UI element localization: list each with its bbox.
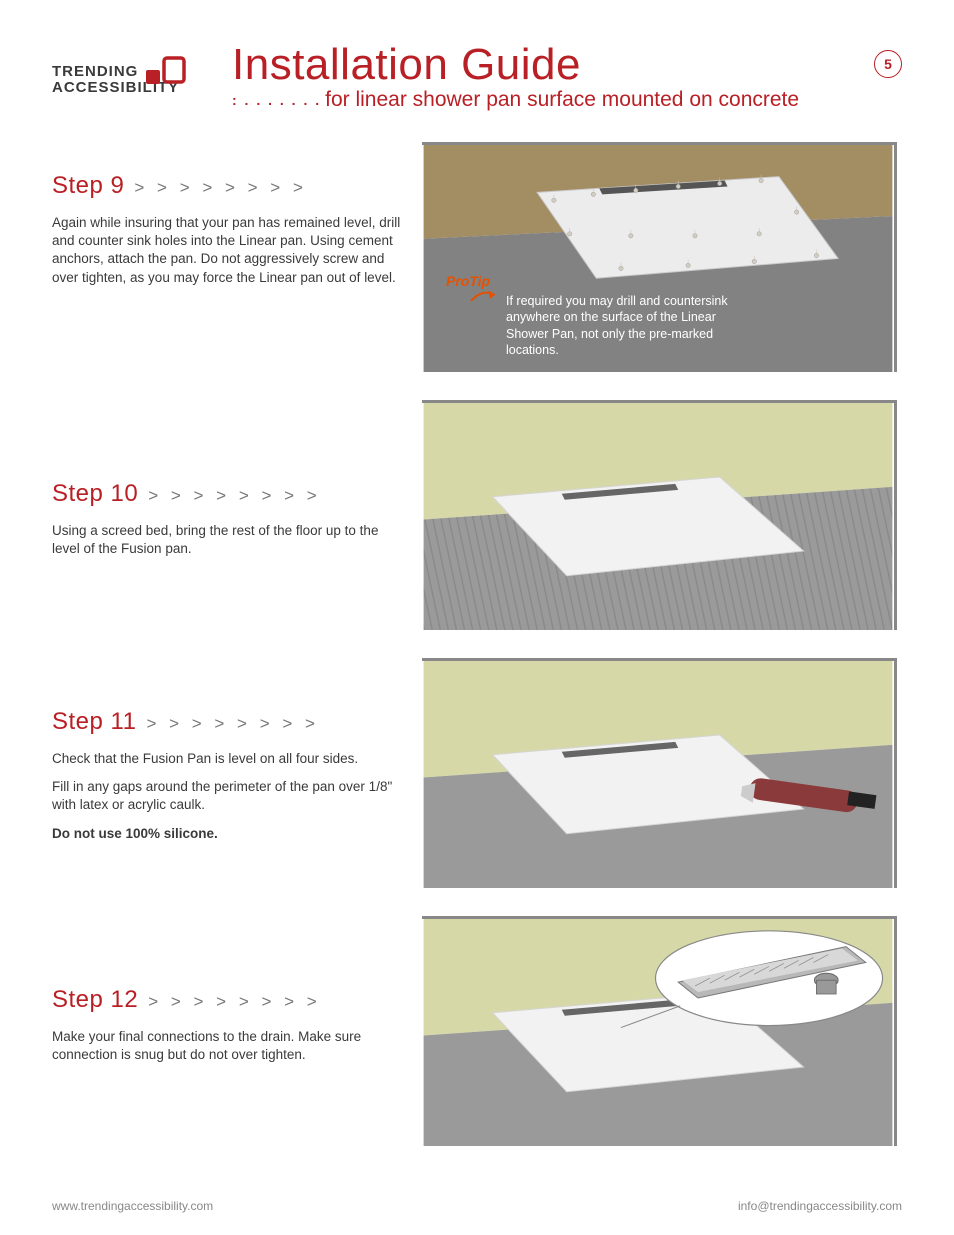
step-body: Using a screed bed, bring the rest of th… xyxy=(52,522,404,558)
protip-label: ProTip xyxy=(446,273,746,289)
step-paragraph-bold: Do not use 100% silicone. xyxy=(52,825,404,843)
step-11: Step 11 > > > > > > > > Check that the F… xyxy=(52,658,902,888)
steps-container: Step 9 > > > > > > > > Again while insur… xyxy=(52,142,902,1146)
page-number-badge: 5 xyxy=(874,50,902,78)
page-number: 5 xyxy=(884,56,892,72)
step-paragraph: Make your final connections to the drain… xyxy=(52,1028,404,1064)
step-paragraph: Again while insuring that your pan has r… xyxy=(52,214,404,287)
page: TRENDING ACCESSIBILITY Installation Guid… xyxy=(0,0,954,1235)
step-label: Step 11 xyxy=(52,708,136,736)
step-illustration: ProTip If required you may drill and cou… xyxy=(422,142,902,372)
step-paragraph: Using a screed bed, bring the rest of th… xyxy=(52,522,404,558)
illus-svg-step10 xyxy=(422,403,894,630)
step-illustration xyxy=(422,916,902,1146)
title-block: Installation Guide : . . . . . . . for l… xyxy=(232,40,902,112)
page-subtitle: for linear shower pan surface mounted on… xyxy=(325,88,799,112)
chevrons-decoration: > > > > > > > > xyxy=(148,486,320,506)
brand-logo: TRENDING ACCESSIBILITY xyxy=(52,64,179,96)
step-12: Step 12 > > > > > > > > Make your final … xyxy=(52,916,902,1146)
page-title: Installation Guide xyxy=(232,40,902,90)
protip-text: If required you may drill and countersin… xyxy=(506,293,746,358)
step-body: Check that the Fusion Pan is level on al… xyxy=(52,750,404,843)
step-illustration xyxy=(422,658,902,888)
illus-svg-step12 xyxy=(422,919,894,1146)
illus-svg-step11 xyxy=(422,661,894,888)
header: TRENDING ACCESSIBILITY Installation Guid… xyxy=(52,40,902,112)
step-label: Step 10 xyxy=(52,480,138,508)
chevrons-decoration: > > > > > > > > xyxy=(146,714,318,734)
step-9: Step 9 > > > > > > > > Again while insur… xyxy=(52,142,902,372)
protip-callout: ProTip If required you may drill and cou… xyxy=(446,273,746,358)
logo-icon xyxy=(146,54,186,88)
step-text: Step 12 > > > > > > > > Make your final … xyxy=(52,916,404,1074)
step-paragraph: Fill in any gaps around the perimeter of… xyxy=(52,778,404,814)
footer: www.trendingaccessibility.com info@trend… xyxy=(52,1199,902,1213)
step-10: Step 10 > > > > > > > > Using a screed b… xyxy=(52,400,902,630)
step-paragraph: Check that the Fusion Pan is level on al… xyxy=(52,750,404,768)
chevrons-decoration: > > > > > > > > xyxy=(134,178,306,198)
step-body: Make your final connections to the drain… xyxy=(52,1028,404,1064)
step-illustration xyxy=(422,400,902,630)
step-body: Again while insuring that your pan has r… xyxy=(52,214,404,287)
step-label: Step 12 xyxy=(52,986,138,1014)
chevrons-decoration: > > > > > > > > xyxy=(148,992,320,1012)
step-text: Step 11 > > > > > > > > Check that the F… xyxy=(52,658,404,853)
step-text: Step 9 > > > > > > > > Again while insur… xyxy=(52,142,404,297)
footer-url: www.trendingaccessibility.com xyxy=(52,1199,213,1213)
step-text: Step 10 > > > > > > > > Using a screed b… xyxy=(52,400,404,568)
footer-email: info@trendingaccessibility.com xyxy=(738,1199,902,1213)
dots-decoration: : . . . . . . . xyxy=(232,92,321,108)
step-label: Step 9 xyxy=(52,172,124,200)
